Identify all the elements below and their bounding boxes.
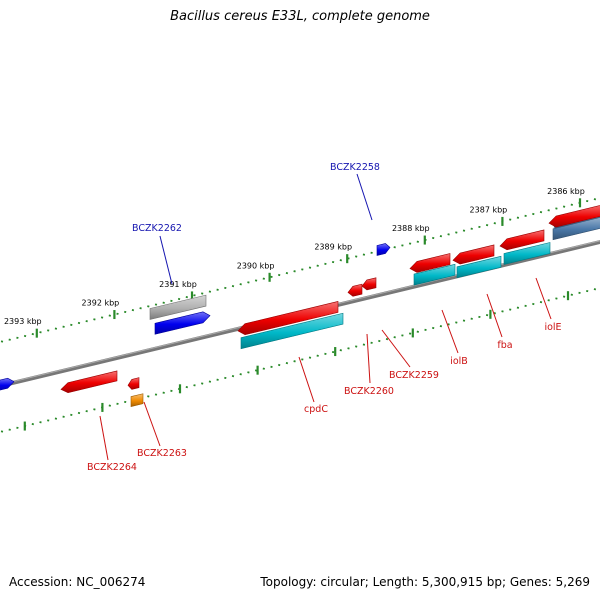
leader-line-BCZK2260 — [366, 333, 371, 384]
leader-line-iolB — [441, 309, 459, 354]
gene-label-iolB: iolB — [450, 356, 468, 367]
scale-label: 2391 kbp — [159, 280, 197, 289]
gene-iolE — [499, 229, 545, 251]
gene-label-BCZK2264: BCZK2264 — [87, 462, 137, 473]
leader-line-fba — [486, 293, 503, 338]
gene-right-edge-red — [548, 205, 600, 228]
gene-BCZK2259 — [361, 277, 377, 291]
scale-label: 2387 kbp — [470, 205, 508, 214]
gene-left-edge-blue — [0, 377, 15, 391]
map-title: Bacillus cereus E33L, complete genome — [170, 9, 430, 24]
gene-cpdC — [237, 301, 339, 336]
gene-label-fba: fba — [497, 340, 512, 351]
rna-fba — [456, 255, 502, 279]
gene-label-BCZK2260: BCZK2260 — [344, 386, 394, 397]
gene-iolB — [409, 253, 451, 273]
rna-iolE — [503, 242, 551, 265]
scale-label: 2392 kbp — [82, 299, 120, 308]
leader-line-BCZK2262 — [159, 235, 173, 285]
leader-line-BCZK2259 — [381, 329, 411, 368]
outer-tick-track: 2386 kbp 2387 kbp 2388 kbp 2389 kbp 2390 kbp… — [0, 187, 597, 343]
scale-label: 2390 kbp — [237, 261, 275, 270]
gene-label-BCZK2262: BCZK2262 — [132, 223, 182, 234]
gene-BCZK2260 — [347, 283, 363, 297]
gene-BCZK2263 — [127, 377, 140, 390]
scale-label: 2386 kbp — [547, 187, 585, 196]
gene-label-iolE: iolE — [544, 322, 561, 333]
rna-iolB — [413, 263, 456, 286]
scale-label: 2393 kbp — [4, 317, 42, 326]
rna-cpdC — [240, 312, 344, 350]
gene-BCZK2258-blue — [376, 243, 391, 256]
gene-BCZK2263-orange — [130, 393, 144, 407]
scale-label: 2389 kbp — [314, 243, 352, 252]
leader-line-BCZK2258 — [356, 173, 373, 221]
inner-tick-track — [0, 288, 597, 433]
gene-label-BCZK2263: BCZK2263 — [137, 448, 187, 459]
gene-BCZK2262-gray — [149, 294, 207, 320]
gene-label-BCZK2258: BCZK2258 — [330, 162, 380, 173]
gene-BCZK2264 — [60, 370, 118, 394]
gene-label-cpdC: cpdC — [304, 404, 328, 415]
gene-label-BCZK2259: BCZK2259 — [389, 370, 439, 381]
leader-line-cpdC — [298, 356, 315, 403]
leader-line-BCZK2264 — [99, 415, 109, 461]
tick-layer: 2386 kbp 2387 kbp 2388 kbp 2389 kbp 2390 kbp… — [0, 187, 597, 433]
scale-label: 2388 kbp — [392, 224, 430, 233]
leader-line-iolE — [535, 277, 552, 320]
rna-right-edge-steel — [552, 217, 600, 241]
genome-info-text: Topology: circular; Length: 5,300,915 bp… — [260, 575, 590, 589]
accession-text: Accession: NC_006274 — [9, 575, 146, 589]
gene-BCZK2262-blue — [154, 311, 211, 335]
feature-layer — [0, 205, 600, 407]
gene-fba — [452, 244, 495, 265]
leader-line-BCZK2263 — [143, 401, 161, 447]
